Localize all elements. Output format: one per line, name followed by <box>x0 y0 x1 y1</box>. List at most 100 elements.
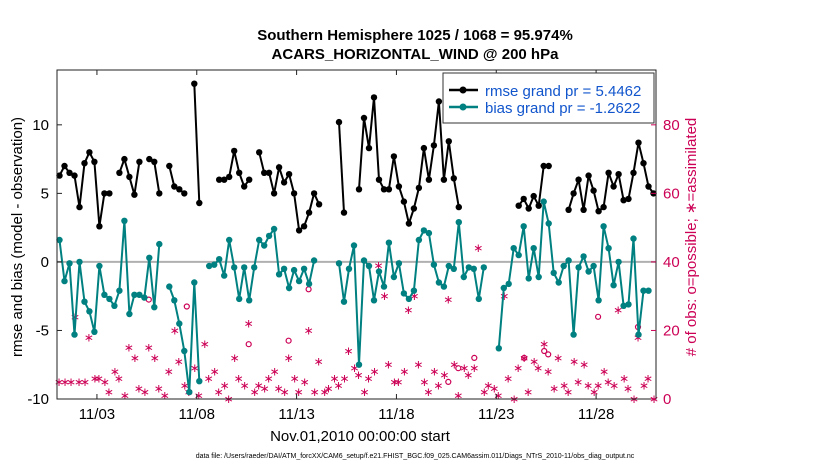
obs-assimilated-marker: ∗ <box>499 289 509 303</box>
bias-point <box>500 284 507 292</box>
bias-point <box>206 262 213 270</box>
obs-assimilated-marker: ∗ <box>314 354 324 368</box>
rmse-point <box>216 176 223 183</box>
obs-assimilated-marker: ∗ <box>523 385 533 399</box>
bias-point <box>510 245 517 252</box>
obs-assimilated-marker: ∗ <box>623 382 633 396</box>
bias-point <box>405 295 413 303</box>
bias-point <box>635 331 642 338</box>
bias-point <box>520 223 527 230</box>
bias-point <box>96 262 103 270</box>
bias-point <box>545 220 552 227</box>
obs-possible-marker <box>521 354 528 361</box>
bias-point <box>410 287 418 294</box>
bias-point <box>530 245 537 252</box>
obs-assimilated-marker: ∗ <box>320 385 330 399</box>
rmse-point <box>590 187 597 194</box>
bias-point <box>555 279 562 286</box>
rmse-point <box>645 183 652 190</box>
bias-point <box>590 262 597 270</box>
rmse-point <box>525 205 532 212</box>
obs-assimilated-marker: ∗ <box>114 371 124 385</box>
obs-assimilated-marker: ∗ <box>333 378 343 392</box>
obs-assimilated-marker: ∗ <box>393 375 403 389</box>
obs-assimilated-marker: ∗ <box>583 378 593 392</box>
rmse-point <box>570 190 577 197</box>
obs-assimilated-marker: ∗ <box>100 375 110 389</box>
bias-point <box>275 271 283 278</box>
rmse-point <box>305 209 313 216</box>
x-tick-label: 11/08 <box>179 406 215 423</box>
obs-assimilated-marker: ∗ <box>66 375 76 389</box>
obs-possible-marker <box>245 341 252 348</box>
bias-point <box>430 261 438 268</box>
bias-point <box>345 265 353 272</box>
obs-assimilated-marker: ∗ <box>180 378 190 392</box>
rmse-point <box>535 202 542 209</box>
y-right-tick-label: 20 <box>663 322 680 339</box>
x-tick-label: 11/13 <box>278 406 314 423</box>
bias-point <box>285 284 293 292</box>
rmse-point <box>131 191 138 198</box>
rmse-point <box>76 203 83 211</box>
obs-assimilated-marker: ∗ <box>593 378 603 392</box>
obs-assimilated-marker: ∗ <box>90 371 100 385</box>
y-tick-label: -10 <box>27 391 49 408</box>
bias-point <box>116 287 123 294</box>
rmse-point <box>275 164 283 171</box>
obs-possible-marker <box>541 347 548 355</box>
bias-point <box>610 282 617 289</box>
rmse-point <box>445 138 452 145</box>
legend-bias-label: bias grand pr = -1.2622 <box>485 100 641 117</box>
y-right-tick-label: 80 <box>663 117 680 134</box>
obs-assimilated-marker: ∗ <box>529 354 539 368</box>
obs-assimilated-marker: ∗ <box>150 351 160 365</box>
bias-point <box>570 331 577 338</box>
bias-point <box>71 331 78 338</box>
y-tick-label: 0 <box>41 254 49 271</box>
rmse-point <box>355 186 363 193</box>
bias-point <box>475 295 482 303</box>
bias-point <box>390 273 398 281</box>
bias-line-segment <box>338 222 485 365</box>
bias-point <box>191 279 198 286</box>
bias-point <box>355 361 363 368</box>
bias-point <box>625 301 632 308</box>
obs-assimilated-marker: ∗ <box>160 389 170 403</box>
rmse-point <box>430 142 438 149</box>
y-axis-right-label: # of obs: o=possible; ∗=assimilated <box>683 118 700 357</box>
rmse-point <box>410 205 418 212</box>
obs-assimilated-marker: ∗ <box>60 375 70 389</box>
obs-assimilated-marker: ∗ <box>439 368 449 382</box>
obs-assimilated-marker: ∗ <box>579 358 589 372</box>
bias-point <box>440 283 448 290</box>
obs-assimilated-marker: ∗ <box>619 371 629 385</box>
bias-point <box>61 277 68 285</box>
obs-assimilated-marker: ∗ <box>349 361 359 375</box>
obs-assimilated-marker: ∗ <box>244 317 254 331</box>
bias-point <box>261 242 268 249</box>
rmse-point <box>380 186 388 193</box>
obs-assimilated-marker: ∗ <box>140 385 150 399</box>
bias-point <box>470 265 477 272</box>
obs-assimilated-marker: ∗ <box>473 241 483 255</box>
obs-assimilated-marker: ∗ <box>479 385 489 399</box>
bias-point <box>181 347 188 355</box>
bias-point <box>535 273 542 281</box>
data-file-footer: data file: /Users/raeder/DAI/ATM_forcXX/… <box>195 453 635 460</box>
obs-possible-marker <box>471 354 478 361</box>
obs-assimilated-marker: ∗ <box>204 371 214 385</box>
obs-possible-marker <box>285 337 292 344</box>
x-tick-label: 11/03 <box>79 406 115 423</box>
bias-point <box>400 290 408 297</box>
obs-assimilated-marker: ∗ <box>54 375 64 389</box>
obs-assimilated-marker: ∗ <box>164 365 174 379</box>
bias-point <box>151 304 158 311</box>
obs-assimilated-marker: ∗ <box>419 375 429 389</box>
bias-point <box>600 223 607 230</box>
rmse-point <box>370 94 378 101</box>
bias-point <box>575 264 582 271</box>
obs-assimilated-marker: ∗ <box>274 382 284 396</box>
obs-assimilated-marker: ∗ <box>569 354 579 368</box>
